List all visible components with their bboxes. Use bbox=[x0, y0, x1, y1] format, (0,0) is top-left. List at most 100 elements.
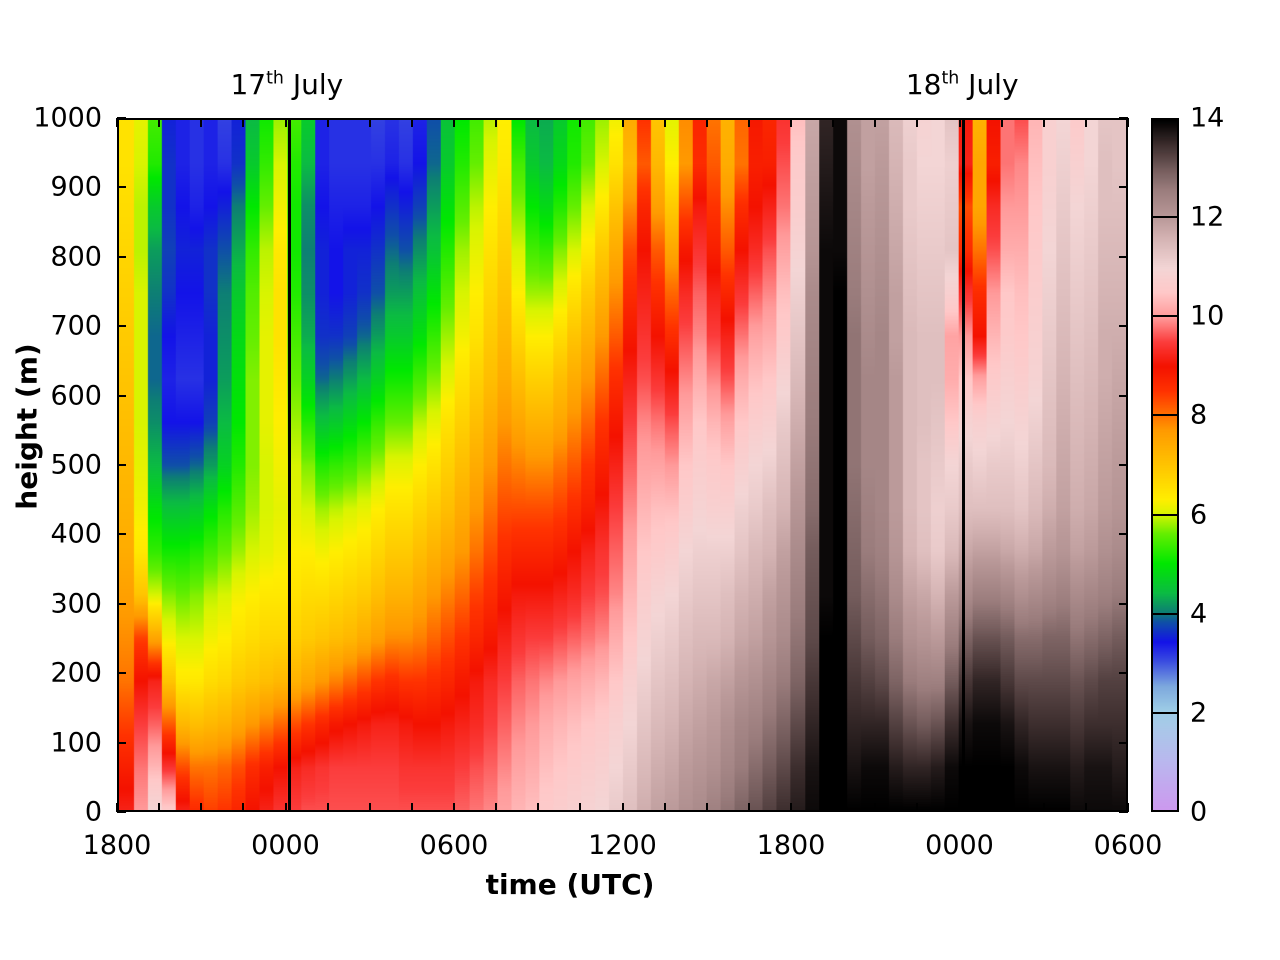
x-axis-tick-label: 0600 bbox=[419, 830, 489, 861]
x-axis-major-tick bbox=[1127, 803, 1129, 812]
x-axis-minor-tick bbox=[874, 803, 877, 812]
x-axis-tick-label: 0000 bbox=[251, 830, 320, 861]
y-axis-tick-label: 400 bbox=[50, 518, 102, 550]
x-axis-title: time (UTC) bbox=[485, 868, 655, 901]
y-axis-tick-label: 900 bbox=[50, 171, 102, 203]
x-axis-minor-tick-top bbox=[200, 118, 203, 127]
y-axis-tick-label: 800 bbox=[50, 241, 102, 273]
x-axis-tick-label: 1800 bbox=[82, 830, 152, 861]
colorbar-tick-label: 8 bbox=[1190, 399, 1208, 431]
x-axis-major-tick-top bbox=[116, 118, 118, 127]
x-axis-minor-tick bbox=[1084, 803, 1087, 812]
month-name: July bbox=[959, 68, 1019, 101]
x-axis-minor-tick-top bbox=[410, 118, 413, 127]
colorbar-tick-label: 12 bbox=[1190, 201, 1225, 233]
x-axis-minor-tick-top bbox=[368, 118, 371, 127]
y-axis-tick bbox=[117, 394, 126, 397]
y-axis-tick-label: 200 bbox=[50, 657, 102, 689]
y-axis-tick bbox=[117, 811, 126, 813]
x-axis-minor-tick bbox=[1000, 803, 1003, 812]
colorbar-tick bbox=[1151, 315, 1179, 318]
day-number: 17 bbox=[230, 68, 267, 101]
colorbar-tick bbox=[1151, 414, 1179, 417]
colorbar-tick bbox=[1151, 513, 1179, 516]
x-axis-minor-tick bbox=[579, 803, 582, 812]
x-axis-minor-tick-top bbox=[705, 118, 708, 127]
colorbar-tick bbox=[1151, 612, 1179, 615]
colorbar bbox=[1151, 118, 1179, 812]
y-axis-tick-right bbox=[1119, 672, 1128, 675]
x-axis-minor-tick-top bbox=[242, 118, 245, 127]
y-axis-tick bbox=[117, 255, 126, 258]
day-label-18th-july: 18th July bbox=[906, 68, 1019, 101]
y-axis-tick bbox=[117, 602, 126, 605]
x-axis-minor-tick-top bbox=[1042, 118, 1045, 127]
x-axis-minor-tick bbox=[916, 803, 919, 812]
x-axis-major-tick bbox=[453, 803, 455, 812]
x-axis-minor-tick-top bbox=[326, 118, 329, 127]
x-axis-minor-tick bbox=[832, 803, 835, 812]
x-axis-minor-tick-top bbox=[747, 118, 750, 127]
ordinal-suffix: th bbox=[941, 68, 960, 89]
y-axis-tick-label: 100 bbox=[50, 727, 102, 759]
x-axis-tick-label: 1200 bbox=[588, 830, 657, 861]
x-axis-major-tick bbox=[284, 803, 287, 812]
y-axis-tick-right bbox=[1119, 811, 1128, 813]
x-axis-minor-tick-top bbox=[495, 118, 498, 127]
y-axis-tick-label: 1000 bbox=[33, 102, 102, 134]
y-axis-title: height (m) bbox=[10, 343, 44, 510]
heatmap-canvas bbox=[119, 120, 1126, 810]
x-axis-major-tick-top bbox=[790, 118, 792, 127]
x-axis-major-tick bbox=[958, 803, 961, 812]
x-axis-major-tick bbox=[621, 803, 624, 812]
y-axis-tick-label: 300 bbox=[50, 588, 102, 620]
colorbar-gradient bbox=[1153, 120, 1177, 810]
x-axis-minor-tick bbox=[1042, 803, 1045, 812]
x-axis-tick-label: 1800 bbox=[756, 830, 826, 861]
x-axis-minor-tick bbox=[537, 803, 540, 812]
x-axis-minor-tick-top bbox=[579, 118, 582, 127]
x-axis-major-tick bbox=[116, 803, 118, 812]
x-axis-minor-tick bbox=[158, 803, 161, 812]
x-axis-tick-label: 0000 bbox=[925, 830, 994, 861]
month-name: July bbox=[283, 68, 344, 101]
x-axis-major-tick bbox=[790, 803, 792, 812]
x-axis-tick-label: 0600 bbox=[1093, 830, 1163, 861]
x-axis-minor-tick-top bbox=[1084, 118, 1087, 127]
plot-area bbox=[117, 118, 1128, 812]
day-separator-line-18th bbox=[962, 120, 966, 810]
x-axis-minor-tick bbox=[747, 803, 750, 812]
y-axis-tick bbox=[117, 117, 126, 119]
x-axis-minor-tick-top bbox=[874, 118, 877, 127]
y-axis-tick-right bbox=[1119, 325, 1128, 328]
y-axis-tick bbox=[117, 533, 126, 536]
x-axis-minor-tick-top bbox=[537, 118, 540, 127]
x-axis-major-tick-top bbox=[453, 118, 455, 127]
y-axis-tick-label: 600 bbox=[50, 380, 102, 412]
day-number: 18 bbox=[905, 68, 942, 101]
y-axis-tick-label: 0 bbox=[84, 796, 102, 828]
colorbar-tick-label: 2 bbox=[1190, 697, 1208, 729]
x-axis-minor-tick bbox=[410, 803, 413, 812]
x-axis-minor-tick bbox=[326, 803, 329, 812]
colorbar-tick bbox=[1151, 216, 1179, 219]
x-axis-minor-tick bbox=[495, 803, 498, 812]
y-axis-tick-right bbox=[1119, 255, 1128, 258]
y-axis-tick bbox=[117, 464, 126, 466]
x-axis-minor-tick bbox=[368, 803, 371, 812]
y-axis-tick-right bbox=[1119, 533, 1128, 536]
y-axis-tick-right bbox=[1119, 602, 1128, 605]
x-axis-major-tick-top bbox=[958, 118, 961, 127]
y-axis-tick-right bbox=[1119, 464, 1128, 466]
x-axis-minor-tick bbox=[200, 803, 203, 812]
y-axis-tick bbox=[117, 741, 126, 744]
x-axis-minor-tick-top bbox=[158, 118, 161, 127]
colorbar-tick-label: 6 bbox=[1190, 499, 1208, 531]
x-axis-major-tick-top bbox=[1127, 118, 1129, 127]
y-axis-tick bbox=[117, 325, 126, 328]
day-label-17th-july: 17th July bbox=[230, 68, 343, 101]
x-axis-minor-tick bbox=[705, 803, 708, 812]
colorbar-tick-label: 4 bbox=[1190, 598, 1208, 630]
colorbar-tick-label: 0 bbox=[1190, 796, 1208, 828]
